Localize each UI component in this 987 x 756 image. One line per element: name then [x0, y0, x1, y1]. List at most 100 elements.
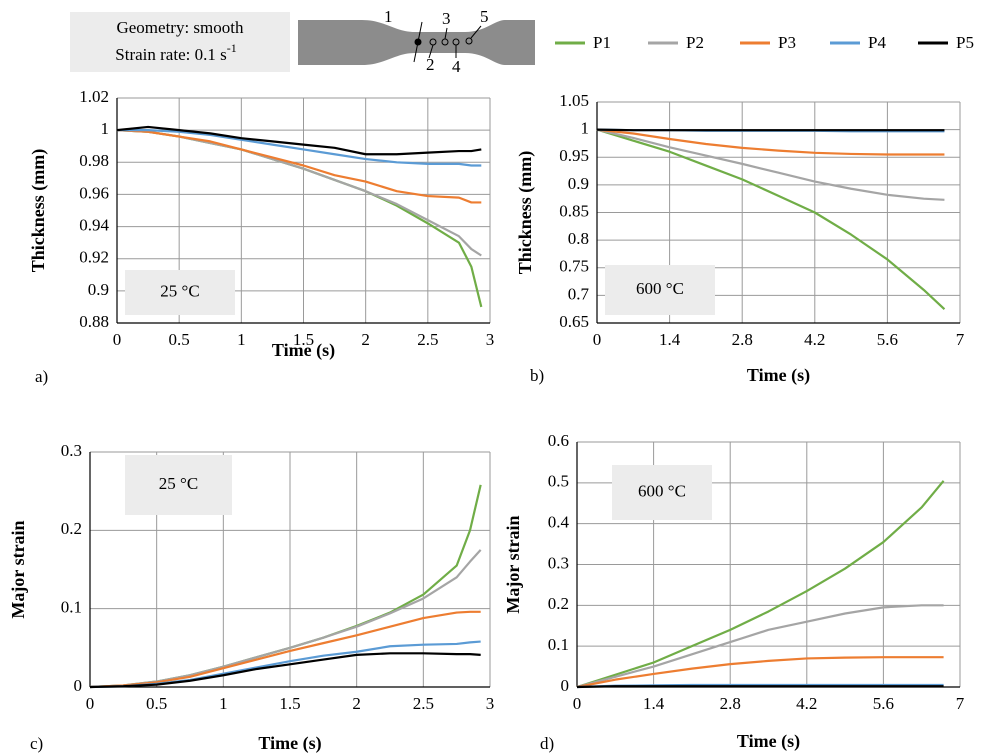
x-tick-label: 2	[352, 694, 361, 713]
y-tick-label: 0.88	[79, 312, 109, 331]
series-line	[596, 128, 946, 310]
annotation-box	[612, 465, 712, 520]
specimen-points	[413, 21, 482, 63]
point-label: 5	[480, 7, 489, 26]
info-box	[70, 12, 290, 72]
x-tick-label: 3	[486, 330, 495, 349]
x-tick-label: 5.6	[873, 694, 894, 713]
panel-label: b)	[530, 366, 544, 385]
y-tick-label: 1.02	[79, 87, 109, 106]
x-tick-label: 2.5	[413, 694, 434, 713]
series-line	[116, 129, 482, 204]
series-line	[596, 128, 945, 156]
y-tick-label: 0.3	[61, 441, 82, 460]
annotation: 25 °C	[160, 281, 199, 300]
y-tick-label: 0.9	[568, 174, 589, 193]
series-line	[576, 685, 944, 689]
x-axis-label: Time (s)	[258, 733, 321, 754]
annotation-box	[125, 270, 235, 315]
point-label: 1	[384, 7, 393, 26]
x-tick-label: 2.5	[417, 330, 438, 349]
panel-label: a)	[35, 367, 48, 386]
series-line	[89, 484, 482, 689]
x-tick-label: 1.4	[659, 330, 681, 349]
y-tick-label: 0.95	[559, 146, 589, 165]
x-tick-label: 5.6	[877, 330, 898, 349]
chart-panel: 0 0.1 0.2 0.3 0.4 0.5 0.6 0 1.4 2.8 4.2 5.6 7 600 °C T…	[503, 431, 965, 753]
y-axis-label: Major strain	[503, 515, 523, 613]
legend-label: P1	[593, 33, 611, 52]
y-tick-label: 0.2	[548, 594, 569, 613]
x-tick-label: 0.5	[146, 694, 167, 713]
chart-panel: 0.65 0.7 0.75 0.8 0.85 0.9 0.95 1 1.05 0 1.4 2.8 4.2…	[515, 91, 965, 386]
y-tick-label: 1	[581, 119, 590, 138]
y-tick-label: 0.94	[79, 215, 109, 234]
y-tick-label: 0	[74, 676, 83, 695]
y-tick-label: 0.8	[568, 229, 589, 248]
y-tick-label: 0.2	[61, 519, 82, 538]
x-tick-label: 7	[956, 330, 965, 349]
x-tick-label: 2.8	[720, 694, 741, 713]
y-tick-label: 0.3	[548, 553, 569, 572]
series-line	[89, 610, 481, 689]
x-axis-label: Time (s)	[747, 365, 810, 386]
strain-rate-exponent: -1	[227, 41, 237, 55]
x-tick-label: 0	[573, 694, 582, 713]
series-line	[117, 129, 482, 167]
y-tick-label: 0.9	[88, 280, 109, 299]
x-tick-label: 1.5	[293, 330, 314, 349]
legend-label: P4	[868, 33, 886, 52]
panel-label: d)	[540, 734, 554, 753]
series-line	[576, 604, 944, 689]
y-tick-label: 0.4	[548, 513, 570, 532]
x-tick-label: 0	[113, 330, 122, 349]
x-tick-label: 2.8	[732, 330, 753, 349]
legend-label: P5	[956, 33, 974, 52]
x-axis-label: Time (s)	[737, 731, 800, 752]
x-tick-label: 0.5	[169, 330, 190, 349]
series-line	[576, 656, 944, 689]
series-line	[596, 128, 945, 132]
strain-rate-text: Strain rate: 0.1 s-1	[115, 41, 236, 64]
series-line	[576, 480, 945, 689]
panel-label: c)	[30, 734, 43, 753]
point-label: 4	[452, 57, 461, 76]
header: Geometry: smooth Strain rate: 0.1 s-1 1 …	[70, 7, 535, 76]
point-label: 3	[442, 9, 451, 28]
x-tick-label: 1	[237, 330, 246, 349]
series-line	[116, 125, 482, 156]
x-tick-label: 1.4	[643, 694, 665, 713]
y-tick-label: 1.05	[559, 91, 589, 110]
y-tick-label: 0.98	[79, 151, 109, 170]
y-axis-label: Thickness (mm)	[28, 149, 49, 273]
annotation: 600 °C	[636, 279, 684, 298]
y-tick-label: 0.92	[79, 248, 109, 267]
y-tick-label: 0	[561, 676, 570, 695]
x-tick-label: 0	[593, 330, 602, 349]
y-axis-label: Major strain	[8, 520, 28, 618]
y-tick-label: 0.96	[79, 183, 109, 202]
strain-rate: Strain rate: 0.1 s	[115, 45, 226, 64]
y-tick-label: 1	[101, 119, 110, 138]
x-axis-label: Time (s)	[272, 340, 335, 361]
annotation: 600 °C	[638, 481, 686, 500]
y-axis-label: Thickness (mm)	[515, 151, 536, 275]
y-tick-label: 0.1	[61, 598, 82, 617]
y-tick-label: 0.85	[559, 201, 589, 220]
annotation: 25 °C	[159, 474, 198, 493]
series-line	[596, 128, 945, 201]
x-tick-label: 1	[219, 694, 228, 713]
annotation-box	[605, 265, 715, 315]
x-tick-label: 3	[486, 694, 495, 713]
legend: P1 P2 P3 P4 P5	[555, 33, 974, 52]
x-tick-label: 0	[86, 694, 95, 713]
annotation-box	[125, 455, 232, 515]
point-label: 2	[426, 55, 435, 74]
y-tick-label: 0.6	[548, 431, 569, 450]
x-tick-label: 7	[956, 694, 965, 713]
x-tick-label: 1.5	[279, 694, 300, 713]
geometry-text: Geometry: smooth	[116, 18, 244, 37]
y-tick-label: 0.65	[559, 312, 589, 331]
y-tick-label: 0.75	[559, 257, 589, 276]
